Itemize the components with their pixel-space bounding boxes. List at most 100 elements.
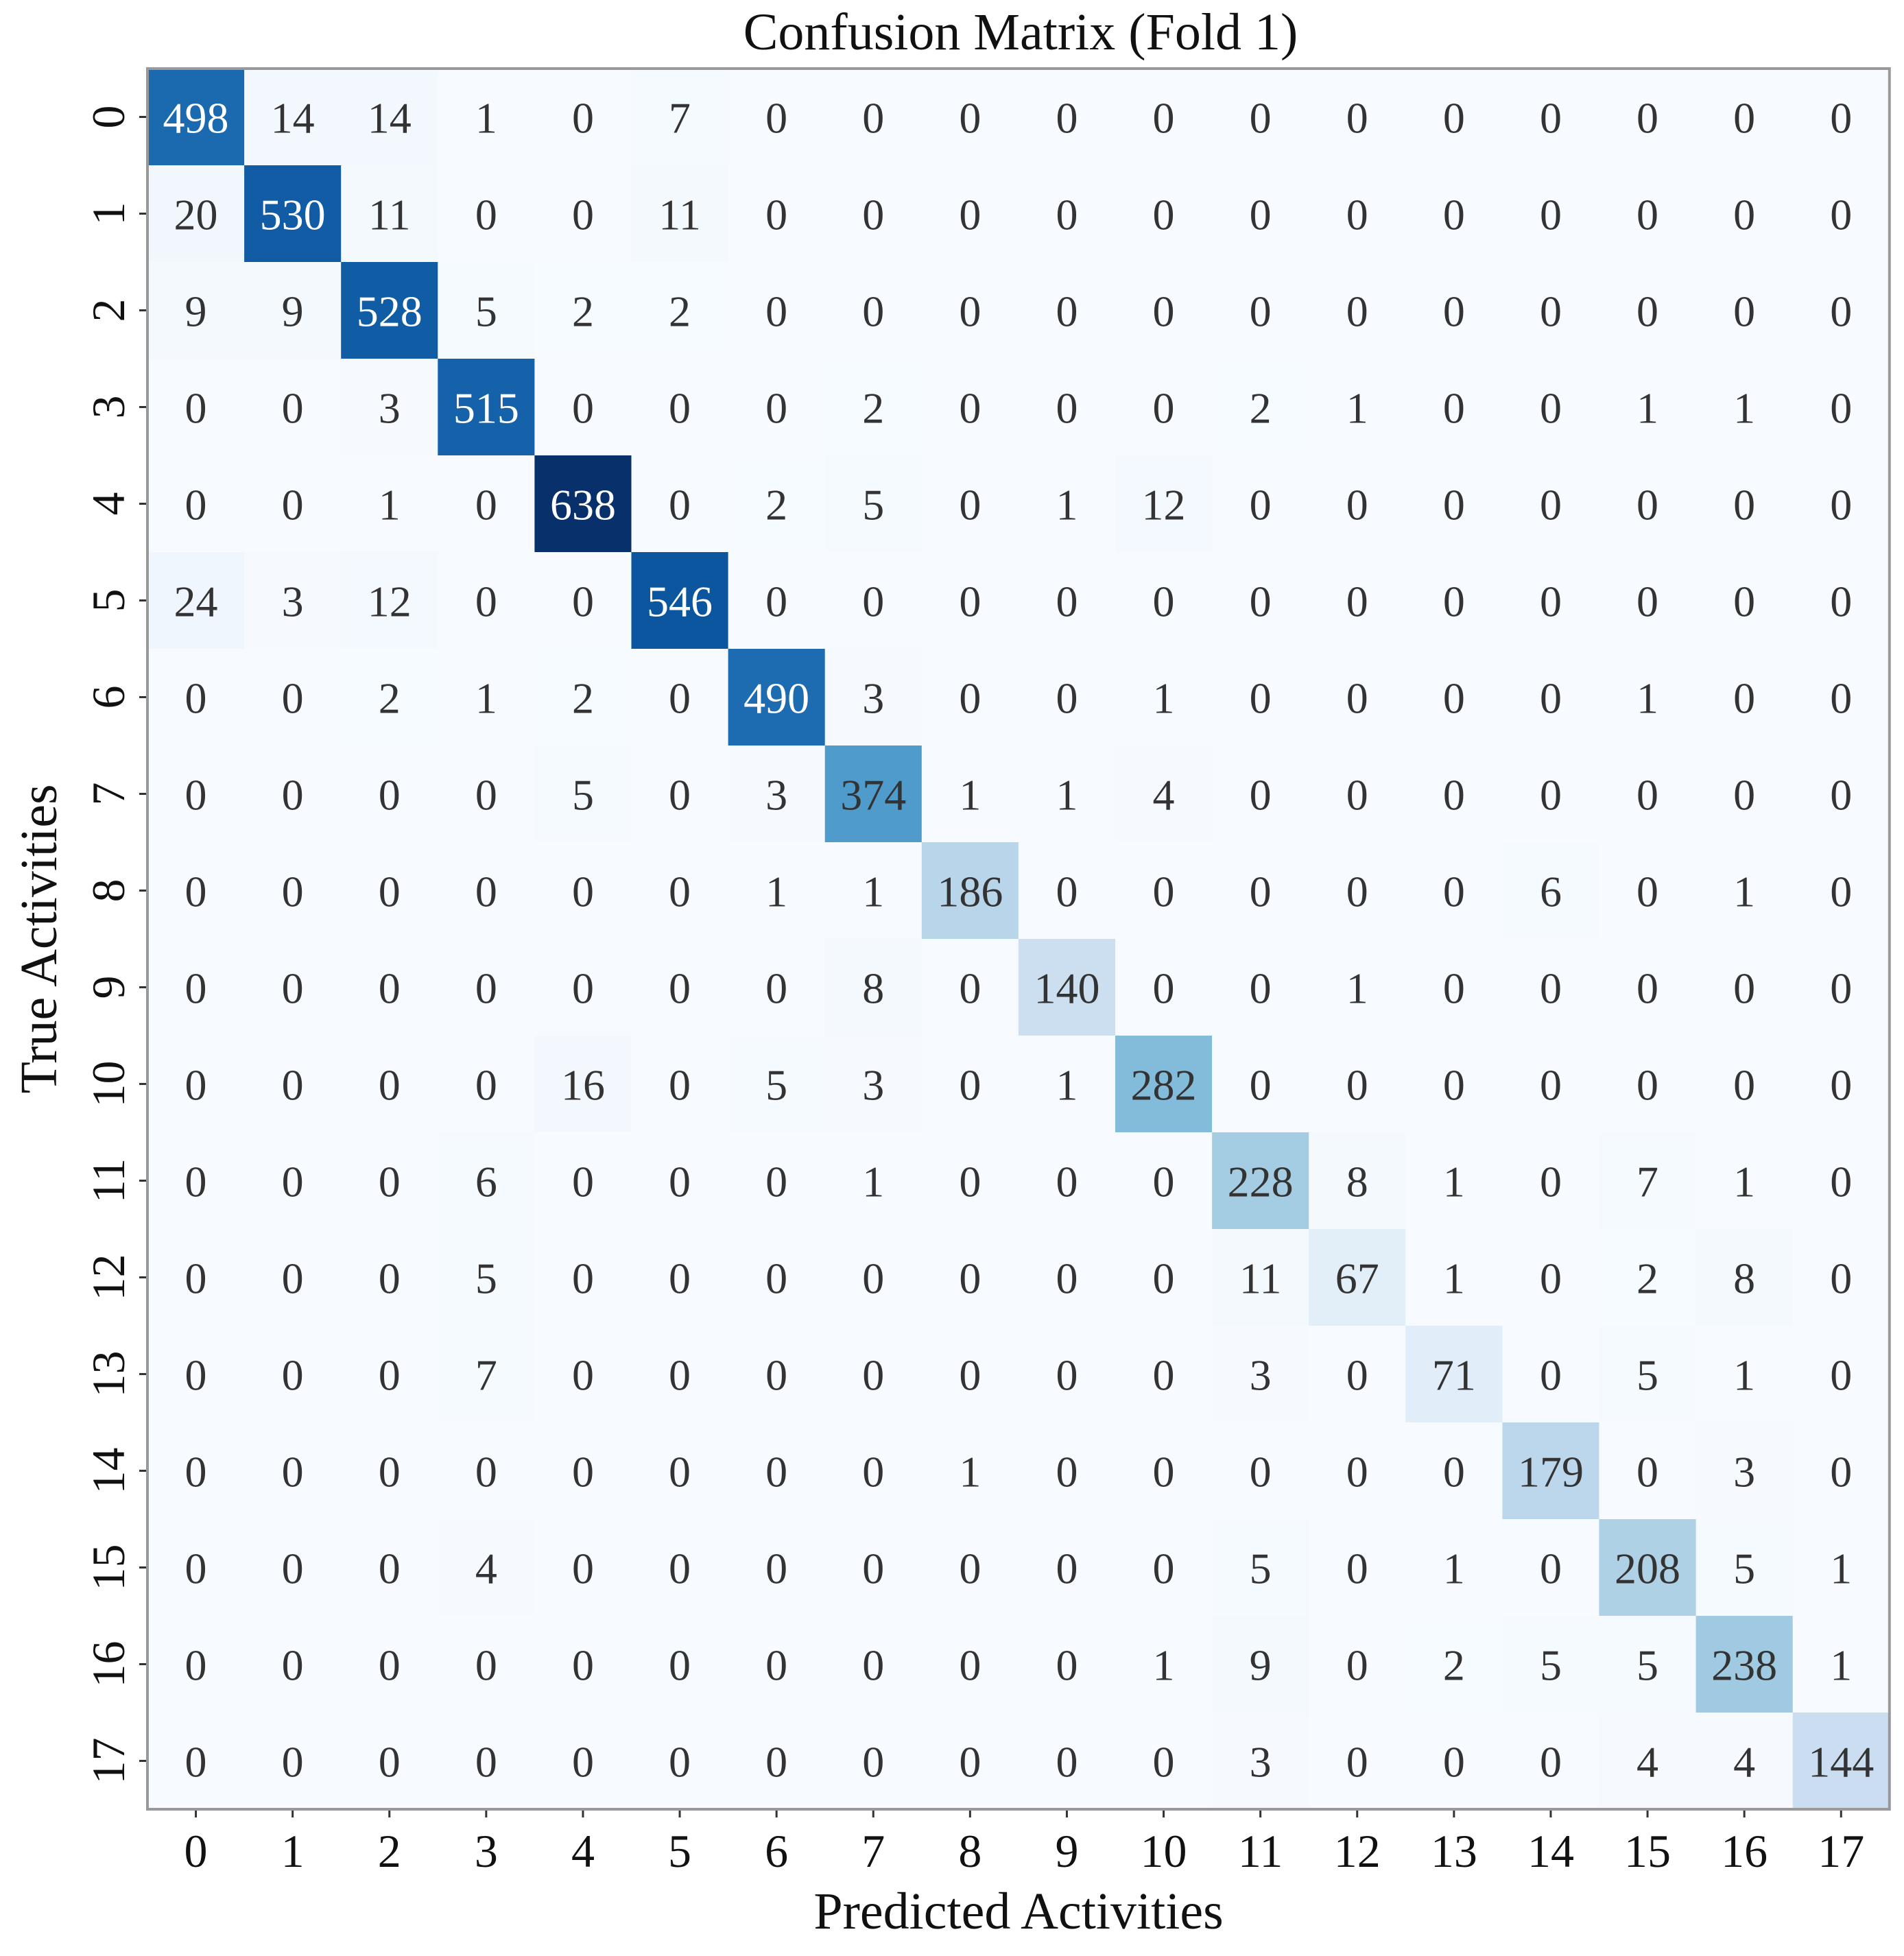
cell-value-r8-c10: 0 — [1153, 868, 1175, 916]
heatmap-cell-r10-c13 — [1405, 1036, 1503, 1133]
cell-value-r15-c8: 0 — [959, 1544, 981, 1593]
cell-value-r2-c16: 0 — [1733, 287, 1755, 336]
cell-value-r4-c12: 0 — [1346, 481, 1368, 529]
heatmap-cell-r9-c3 — [438, 939, 535, 1036]
cell-value-r7-c10: 4 — [1153, 771, 1175, 820]
heatmap-cell-r8-c8 — [921, 842, 1019, 940]
heatmap-cell-r8-c14 — [1502, 842, 1600, 940]
chart-title: Confusion Matrix (Fold 1) — [743, 3, 1298, 61]
cell-value-r8-c6: 1 — [765, 868, 787, 916]
heatmap-cell-r11-c2 — [341, 1132, 438, 1230]
cell-value-r9-c13: 0 — [1443, 964, 1465, 1013]
cell-value-r5-c15: 0 — [1637, 577, 1658, 626]
heatmap-cell-r0-c4 — [534, 69, 632, 166]
cell-value-r5-c8: 0 — [959, 577, 981, 626]
cell-value-r15-c0: 0 — [185, 1544, 207, 1593]
heatmap-cell-r9-c16 — [1695, 939, 1794, 1036]
cell-value-r2-c8: 0 — [959, 287, 981, 336]
heatmap-cell-r4-c10 — [1115, 455, 1213, 553]
heatmap-cell-r8-c3 — [438, 842, 535, 940]
heatmap-cell-r13-c6 — [728, 1326, 826, 1423]
heatmap-cell-r8-c11 — [1212, 842, 1309, 940]
cell-value-r8-c1: 0 — [282, 868, 304, 916]
cell-value-r2-c1: 9 — [282, 287, 304, 336]
heatmap-cell-r7-c15 — [1599, 746, 1697, 843]
cell-value-r15-c6: 0 — [765, 1544, 787, 1593]
cell-value-r4-c7: 5 — [862, 481, 884, 529]
heatmap-cell-r11-c4 — [534, 1132, 632, 1230]
cell-value-r1-c11: 0 — [1250, 191, 1272, 239]
cell-value-r15-c15: 208 — [1615, 1544, 1680, 1593]
heatmap-cell-r11-c17 — [1792, 1132, 1890, 1230]
cell-value-r16-c0: 0 — [185, 1641, 207, 1690]
heatmap-cell-r5-c17 — [1792, 552, 1890, 649]
cell-value-r15-c11: 5 — [1250, 1544, 1272, 1593]
cell-value-r1-c5: 11 — [658, 191, 701, 239]
heatmap-cell-r5-c5 — [631, 552, 729, 649]
heatmap-cell-r16-c12 — [1309, 1616, 1406, 1713]
heatmap-cell-r12-c6 — [728, 1229, 826, 1326]
cell-value-r17-c5: 0 — [669, 1738, 691, 1787]
cell-value-r16-c13: 2 — [1443, 1641, 1465, 1690]
heatmap-cell-r6-c17 — [1792, 649, 1890, 746]
heatmap-cell-r7-c8 — [921, 746, 1019, 843]
heatmap-cell-r3-c11 — [1212, 359, 1309, 456]
cell-value-r9-c10: 0 — [1153, 964, 1175, 1013]
heatmap-cell-r1-c11 — [1212, 165, 1309, 263]
cell-value-r6-c15: 1 — [1637, 674, 1658, 723]
heatmap-cell-r11-c12 — [1309, 1132, 1406, 1230]
cell-value-r7-c13: 0 — [1443, 771, 1465, 820]
cell-value-r17-c12: 0 — [1346, 1738, 1368, 1787]
heatmap-cell-r13-c2 — [341, 1326, 438, 1423]
cell-value-r7-c16: 0 — [1733, 771, 1755, 820]
heatmap-cell-r11-c14 — [1502, 1132, 1600, 1230]
heatmap-cell-r4-c2 — [341, 455, 438, 553]
heatmap-cell-r8-c16 — [1695, 842, 1794, 940]
heatmap-cell-r7-c7 — [824, 746, 923, 843]
heatmap-cell-r8-c7 — [824, 842, 923, 940]
cell-value-r5-c5: 546 — [647, 577, 713, 626]
heatmap-cell-r4-c7 — [824, 455, 923, 553]
heatmap-cell-r1-c5 — [631, 165, 729, 263]
cell-value-r11-c5: 0 — [669, 1158, 691, 1206]
heatmap-cell-r7-c9 — [1018, 746, 1116, 843]
cell-value-r6-c6: 490 — [743, 674, 809, 723]
heatmap-cell-r16-c9 — [1018, 1616, 1116, 1713]
cell-value-r16-c3: 0 — [475, 1641, 497, 1690]
heatmap-cell-r2-c2 — [341, 262, 438, 359]
heatmap-cell-r6-c2 — [341, 649, 438, 746]
heatmap-cell-r0-c5 — [631, 69, 729, 166]
cell-value-r13-c17: 0 — [1830, 1351, 1852, 1400]
cell-value-r4-c0: 0 — [185, 481, 207, 529]
heatmap-cell-r5-c16 — [1695, 552, 1794, 649]
y-tick-label-15: 15 — [82, 1544, 134, 1591]
heatmap-cell-r4-c17 — [1792, 455, 1890, 553]
cell-value-r17-c9: 0 — [1056, 1738, 1078, 1787]
cell-value-r7-c4: 5 — [572, 771, 594, 820]
cell-value-r6-c16: 0 — [1733, 674, 1755, 723]
heatmap-cell-r2-c1 — [244, 262, 342, 359]
y-tick-label-17: 17 — [82, 1738, 134, 1785]
heatmap-cell-r0-c0 — [147, 69, 245, 166]
cell-value-r7-c17: 0 — [1830, 771, 1852, 820]
cell-value-r10-c17: 0 — [1830, 1061, 1852, 1110]
heatmap-cell-r3-c13 — [1405, 359, 1503, 456]
x-tick-label-3: 3 — [475, 1825, 498, 1877]
cell-value-r0-c17: 0 — [1830, 94, 1852, 143]
cell-value-r3-c11: 2 — [1250, 384, 1272, 433]
cell-value-r15-c12: 0 — [1346, 1544, 1368, 1593]
heatmap-cell-r2-c16 — [1695, 262, 1794, 359]
cell-value-r17-c10: 0 — [1153, 1738, 1175, 1787]
heatmap-cell-r15-c12 — [1309, 1519, 1406, 1617]
x-tick-label-7: 7 — [861, 1825, 885, 1877]
cell-value-r7-c15: 0 — [1637, 771, 1658, 820]
heatmap-cell-r11-c0 — [147, 1132, 245, 1230]
cell-value-r2-c2: 528 — [357, 287, 423, 336]
heatmap-cell-r3-c14 — [1502, 359, 1600, 456]
heatmap-cell-r1-c1 — [244, 165, 342, 263]
heatmap-cell-r13-c4 — [534, 1326, 632, 1423]
cell-value-r9-c16: 0 — [1733, 964, 1755, 1013]
cell-value-r5-c7: 0 — [862, 577, 884, 626]
cell-value-r10-c2: 0 — [379, 1061, 401, 1110]
cell-value-r11-c13: 1 — [1443, 1158, 1465, 1206]
